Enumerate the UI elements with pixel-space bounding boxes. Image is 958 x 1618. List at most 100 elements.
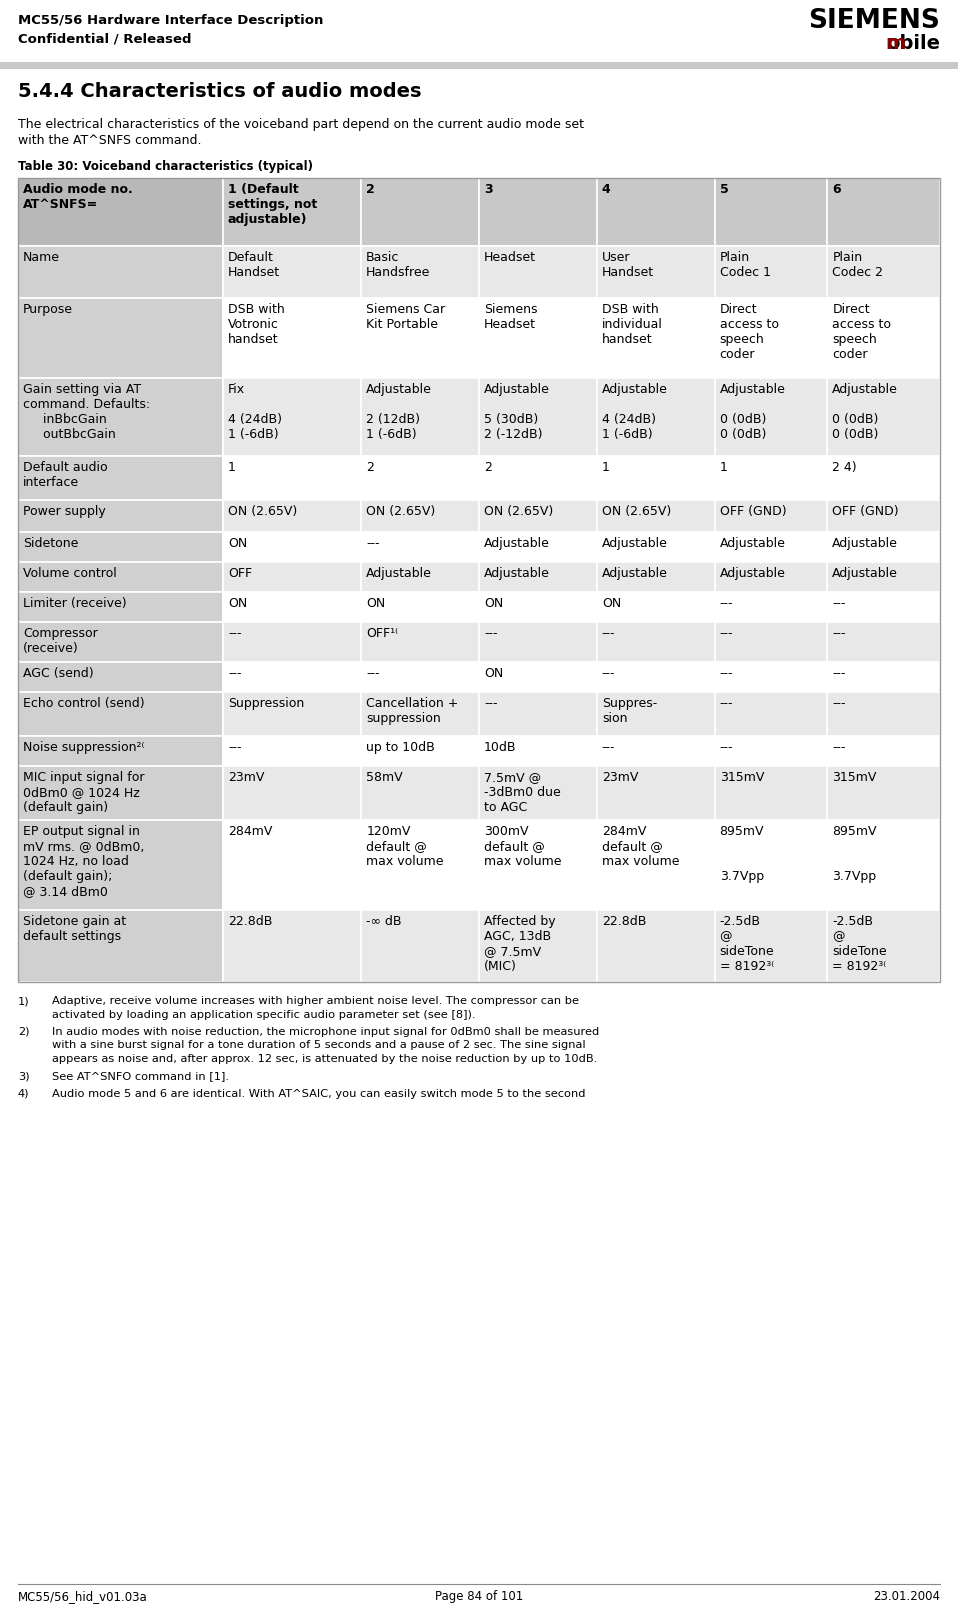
Text: -2.5dB
@
sideTone
= 8192³⁽: -2.5dB @ sideTone = 8192³⁽ bbox=[719, 916, 774, 972]
Text: Siemens
Headset: Siemens Headset bbox=[484, 303, 537, 332]
Bar bbox=[715, 662, 828, 693]
Text: Gain setting via AT
command. Defaults:
     inBbcGain
     outBbcGain: Gain setting via AT command. Defaults: i… bbox=[23, 383, 150, 442]
Text: -2.5dB
@
sideTone
= 8192³⁽: -2.5dB @ sideTone = 8192³⁽ bbox=[833, 916, 887, 972]
Bar bbox=[828, 561, 940, 592]
Bar bbox=[361, 736, 479, 765]
Bar bbox=[828, 500, 940, 532]
Text: Power supply: Power supply bbox=[23, 505, 105, 518]
Bar bbox=[361, 379, 479, 456]
Bar bbox=[715, 693, 828, 736]
Text: EP output signal in
mV rms. @ 0dBm0,
1024 Hz, no load
(default gain);
@ 3.14 dBm: EP output signal in mV rms. @ 0dBm0, 102… bbox=[23, 825, 145, 898]
Bar bbox=[479, 561, 597, 592]
Text: 300mV
default @
max volume: 300mV default @ max volume bbox=[484, 825, 561, 867]
Bar bbox=[715, 298, 828, 379]
Bar bbox=[361, 909, 479, 982]
Text: ON: ON bbox=[366, 597, 385, 610]
Text: Fix

4 (24dB)
1 (-6dB): Fix 4 (24dB) 1 (-6dB) bbox=[228, 383, 282, 442]
Text: Adjustable: Adjustable bbox=[602, 537, 668, 550]
Text: with a sine burst signal for a tone duration of 5 seconds and a pause of 2 sec. : with a sine burst signal for a tone dura… bbox=[52, 1040, 585, 1050]
Bar bbox=[223, 500, 361, 532]
Bar bbox=[18, 500, 223, 532]
Bar bbox=[18, 765, 223, 820]
Text: Confidential / Released: Confidential / Released bbox=[18, 32, 192, 45]
Text: obile: obile bbox=[886, 34, 940, 53]
Bar bbox=[361, 532, 479, 561]
Bar bbox=[18, 592, 223, 621]
Text: ---: --- bbox=[228, 667, 241, 680]
Text: Adjustable

0 (0dB)
0 (0dB): Adjustable 0 (0dB) 0 (0dB) bbox=[833, 383, 899, 442]
Text: ---: --- bbox=[602, 741, 615, 754]
Bar bbox=[361, 500, 479, 532]
Bar bbox=[479, 532, 597, 561]
Bar bbox=[597, 693, 715, 736]
Text: 1: 1 bbox=[602, 461, 609, 474]
Bar bbox=[479, 456, 597, 500]
Text: ON (2.65V): ON (2.65V) bbox=[228, 505, 297, 518]
Bar bbox=[361, 178, 479, 246]
Bar bbox=[597, 909, 715, 982]
Bar bbox=[361, 820, 479, 909]
Text: ---: --- bbox=[719, 741, 733, 754]
Text: SIEMENS: SIEMENS bbox=[809, 8, 940, 34]
Bar bbox=[18, 532, 223, 561]
Bar bbox=[715, 820, 828, 909]
Text: OFF (GND): OFF (GND) bbox=[719, 505, 787, 518]
Text: Page 84 of 101: Page 84 of 101 bbox=[435, 1590, 523, 1603]
Text: ---: --- bbox=[484, 697, 497, 710]
Text: 895mV


3.7Vpp: 895mV 3.7Vpp bbox=[719, 825, 764, 883]
Text: ---: --- bbox=[602, 628, 615, 641]
Text: m: m bbox=[885, 34, 905, 53]
Text: Affected by
AGC, 13dB
@ 7.5mV
(MIC): Affected by AGC, 13dB @ 7.5mV (MIC) bbox=[484, 916, 556, 972]
Bar bbox=[828, 178, 940, 246]
Text: Echo control (send): Echo control (send) bbox=[23, 697, 145, 710]
Bar bbox=[715, 178, 828, 246]
Bar bbox=[18, 820, 223, 909]
Text: Name: Name bbox=[23, 251, 60, 264]
Bar bbox=[479, 178, 597, 246]
Text: Adjustable

2 (12dB)
1 (-6dB): Adjustable 2 (12dB) 1 (-6dB) bbox=[366, 383, 432, 442]
Text: Limiter (receive): Limiter (receive) bbox=[23, 597, 126, 610]
Bar bbox=[18, 379, 223, 456]
Bar bbox=[597, 500, 715, 532]
Text: Compressor
(receive): Compressor (receive) bbox=[23, 628, 98, 655]
Text: ---: --- bbox=[228, 628, 241, 641]
Bar bbox=[715, 909, 828, 982]
Bar bbox=[18, 736, 223, 765]
Text: ---: --- bbox=[366, 667, 379, 680]
Text: ---: --- bbox=[366, 537, 379, 550]
Text: 1 (Default
settings, not
adjustable): 1 (Default settings, not adjustable) bbox=[228, 183, 317, 227]
Bar bbox=[597, 178, 715, 246]
Text: Audio mode 5 and 6 are identical. With AT^SAIC, you can easily switch mode 5 to : Audio mode 5 and 6 are identical. With A… bbox=[52, 1089, 585, 1099]
Text: ---: --- bbox=[602, 667, 615, 680]
Text: Adjustable: Adjustable bbox=[366, 566, 432, 579]
Text: Plain
Codec 1: Plain Codec 1 bbox=[719, 251, 770, 278]
Text: ON: ON bbox=[228, 537, 247, 550]
Bar bbox=[715, 765, 828, 820]
Text: 6: 6 bbox=[833, 183, 841, 196]
Text: MC55/56 Hardware Interface Description: MC55/56 Hardware Interface Description bbox=[18, 15, 324, 28]
Text: ---: --- bbox=[833, 697, 846, 710]
Text: ---: --- bbox=[719, 628, 733, 641]
Bar bbox=[361, 662, 479, 693]
Text: appears as noise and, after approx. 12 sec, is attenuated by the noise reduction: appears as noise and, after approx. 12 s… bbox=[52, 1053, 597, 1065]
Text: ---: --- bbox=[833, 741, 846, 754]
Bar bbox=[715, 532, 828, 561]
Bar bbox=[828, 592, 940, 621]
Text: Adjustable

5 (30dB)
2 (-12dB): Adjustable 5 (30dB) 2 (-12dB) bbox=[484, 383, 550, 442]
Bar bbox=[479, 500, 597, 532]
Bar bbox=[597, 532, 715, 561]
Text: ON: ON bbox=[602, 597, 621, 610]
Text: 5: 5 bbox=[719, 183, 728, 196]
Bar bbox=[715, 379, 828, 456]
Bar bbox=[479, 765, 597, 820]
Text: 2: 2 bbox=[366, 183, 375, 196]
Bar bbox=[18, 909, 223, 982]
Bar bbox=[828, 765, 940, 820]
Text: Plain
Codec 2: Plain Codec 2 bbox=[833, 251, 883, 278]
Text: Direct
access to
speech
coder: Direct access to speech coder bbox=[719, 303, 779, 361]
Text: ON: ON bbox=[484, 597, 503, 610]
Bar bbox=[479, 820, 597, 909]
Text: OFF: OFF bbox=[228, 566, 252, 579]
Text: ON: ON bbox=[484, 667, 503, 680]
Bar bbox=[597, 765, 715, 820]
